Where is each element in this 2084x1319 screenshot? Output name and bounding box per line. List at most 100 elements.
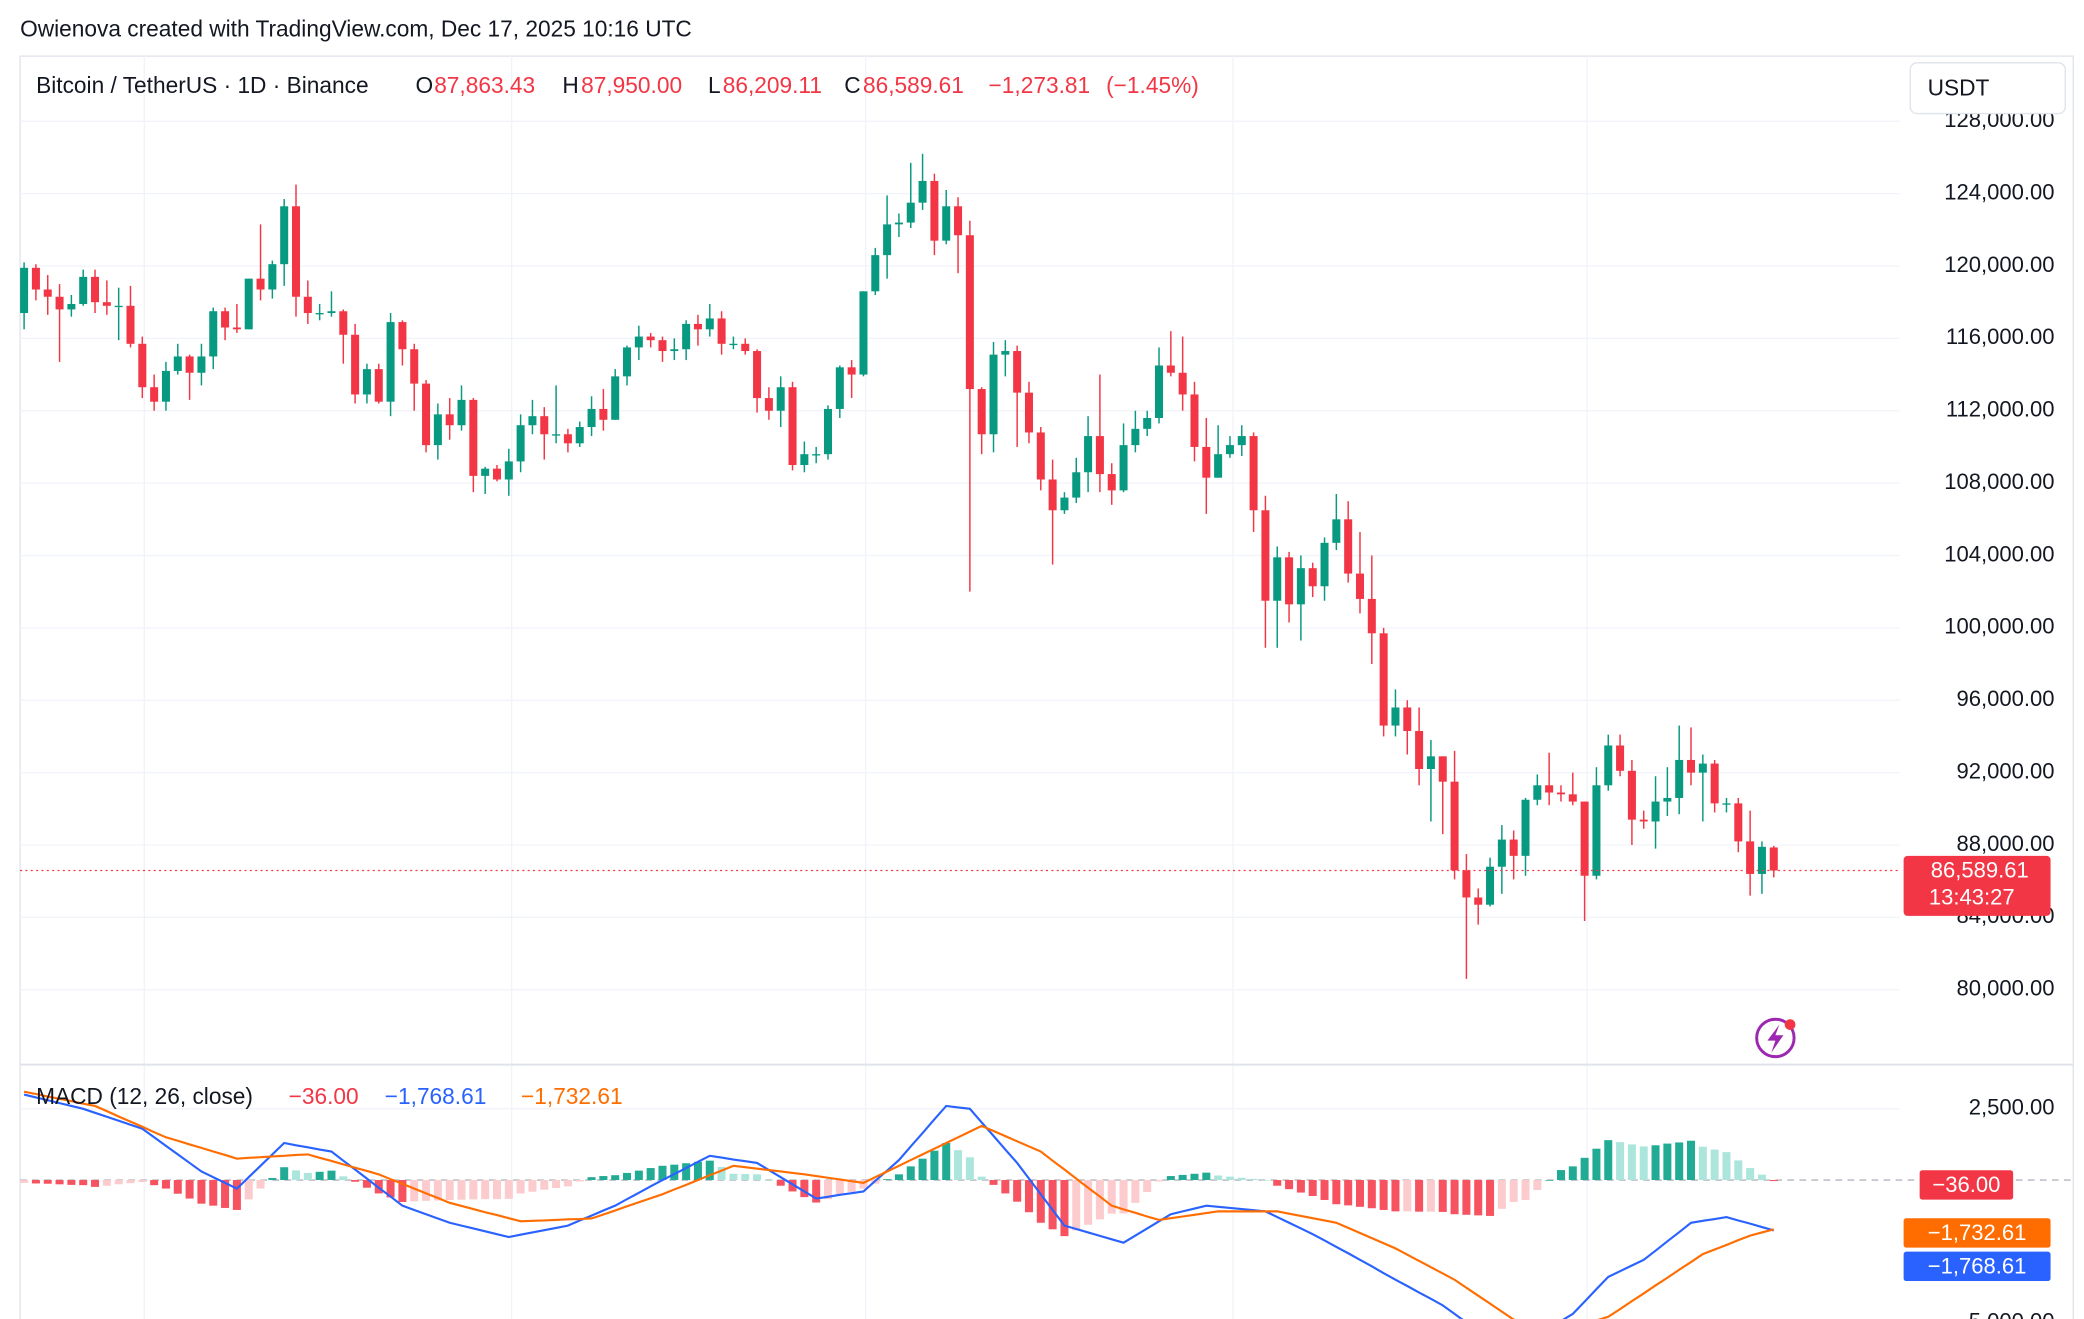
histogram-bar xyxy=(623,1172,632,1181)
alert-icon[interactable] xyxy=(1755,1017,1796,1059)
candle-body xyxy=(682,323,691,350)
histogram-bar xyxy=(729,1173,738,1181)
histogram-bar xyxy=(587,1177,596,1181)
histogram-bar xyxy=(682,1163,691,1181)
macd-title: MACD (12, 26, close) xyxy=(36,1083,253,1109)
histogram-bar xyxy=(552,1180,561,1189)
macd-value-label: −1,768.61 xyxy=(1928,1254,2027,1279)
overlay: Bitcoin / TetherUS · 1D · Binance O 87,8… xyxy=(36,62,2066,1282)
candle-body xyxy=(693,323,702,330)
histogram-bar xyxy=(1687,1140,1696,1181)
candle-body xyxy=(1143,417,1152,429)
icon-bolt[interactable] xyxy=(1767,1024,1784,1053)
candle-body xyxy=(906,202,915,223)
last-price-label: 86,589.61 xyxy=(1931,858,2029,883)
candle-body xyxy=(528,416,537,426)
candle-body xyxy=(954,206,963,236)
candle-body xyxy=(1757,846,1766,874)
candle-body xyxy=(1580,801,1589,876)
histogram-bar xyxy=(1722,1152,1731,1181)
histogram-bar xyxy=(1225,1176,1234,1181)
histogram-bar xyxy=(327,1170,336,1181)
histogram-bar xyxy=(1036,1180,1045,1223)
histogram-bar xyxy=(1746,1168,1755,1181)
candle-body xyxy=(1178,372,1187,395)
histogram-bar xyxy=(1639,1146,1648,1181)
histogram-bar xyxy=(575,1180,584,1182)
histogram-bar xyxy=(1616,1142,1625,1181)
histogram-bar xyxy=(457,1180,466,1200)
candle-body xyxy=(1415,731,1424,770)
y-tick-label: 104,000.00 xyxy=(1944,541,2054,566)
candle-body xyxy=(1048,479,1057,511)
histogram-bar xyxy=(859,1180,868,1189)
icon-dot[interactable] xyxy=(1784,1019,1796,1030)
histogram-bar xyxy=(776,1180,785,1186)
y-tick-label: 120,000.00 xyxy=(1944,252,2054,277)
candle-body xyxy=(1663,797,1672,802)
candle-body xyxy=(965,235,974,390)
countdown: 13:43:27 xyxy=(1929,884,2015,909)
histogram-bar xyxy=(658,1165,667,1181)
y-tick-label: 96,000.00 xyxy=(1957,686,2055,711)
candle-body xyxy=(871,255,880,292)
histogram-bar xyxy=(1214,1175,1223,1181)
candle-body xyxy=(504,461,513,480)
candle-body xyxy=(43,289,52,297)
histogram-bar xyxy=(1734,1160,1743,1181)
histogram-bar xyxy=(1769,1180,1778,1182)
candle-body xyxy=(1545,785,1554,793)
candle-body xyxy=(221,311,230,328)
histogram-bar xyxy=(1143,1180,1152,1192)
histogram-bar xyxy=(1013,1180,1022,1202)
histogram-bar xyxy=(481,1180,490,1200)
candle-body xyxy=(1107,474,1116,491)
histogram-bar xyxy=(717,1166,726,1181)
histogram-bar xyxy=(1095,1180,1104,1220)
candle-body xyxy=(256,278,265,290)
candle-body xyxy=(1533,785,1542,800)
candle-body xyxy=(1060,497,1069,511)
candle-body xyxy=(197,356,206,373)
histogram-bar xyxy=(209,1180,218,1206)
histogram-bar xyxy=(1237,1177,1246,1181)
histogram-bar xyxy=(102,1180,111,1186)
histogram-bar xyxy=(1202,1172,1211,1181)
histogram-bar xyxy=(1308,1180,1317,1196)
candle-body xyxy=(1072,472,1081,498)
histogram-bar xyxy=(268,1178,277,1181)
macd-value-label: −36.00 xyxy=(1932,1172,2000,1197)
histogram-bar xyxy=(150,1180,159,1186)
histogram-bar xyxy=(1190,1173,1199,1181)
histogram-bar xyxy=(1001,1180,1010,1194)
histogram-bar xyxy=(1580,1157,1589,1181)
currency-label[interactable]: USDT xyxy=(1928,75,1990,101)
histogram-bar xyxy=(1627,1144,1636,1181)
histogram-bar xyxy=(1651,1145,1660,1181)
histogram-bar xyxy=(977,1176,986,1181)
histogram-bar xyxy=(918,1158,927,1181)
histogram-bar xyxy=(1355,1180,1365,1207)
candle-body xyxy=(611,376,620,420)
legend-change-pct: (−1.45%) xyxy=(1106,72,1199,98)
candle-body xyxy=(138,343,147,388)
candle-body xyxy=(445,414,454,426)
candle-body xyxy=(646,336,655,341)
candle-body xyxy=(977,389,986,435)
candle-body xyxy=(303,296,312,314)
candle-body xyxy=(1249,436,1258,511)
histogram-bar xyxy=(114,1180,123,1185)
candle-body xyxy=(705,318,714,330)
histogram-bar xyxy=(599,1176,608,1181)
histogram-bar xyxy=(1155,1180,1164,1182)
histogram-bar xyxy=(800,1180,809,1198)
histogram-bar xyxy=(422,1180,431,1201)
histogram-bar xyxy=(646,1168,655,1181)
histogram-bar xyxy=(339,1176,348,1181)
candle-body xyxy=(244,278,253,330)
candle-body xyxy=(1710,763,1719,804)
histogram-bar xyxy=(1698,1146,1707,1181)
currency-button[interactable] xyxy=(1909,62,2066,115)
candle-body xyxy=(1769,847,1778,871)
